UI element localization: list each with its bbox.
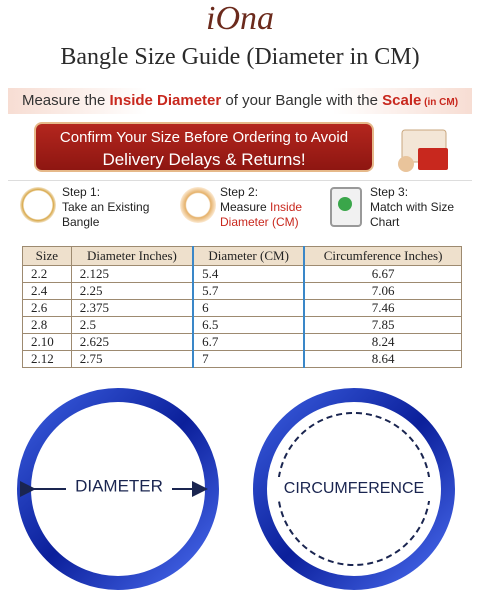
table-cell: 8.64 [303,350,463,368]
brand: iOna [206,0,274,37]
step-text: Take an Existing Bangle [62,200,150,229]
step-text: Match with Size Chart [370,200,455,229]
table-cell: 2.5 [70,316,194,334]
header-cell: Diameter Inches) [70,246,194,266]
table-cell: 6.67 [303,265,463,283]
header-cell: Diameter (CM) [192,246,306,266]
table-row: 2.4 2.25 5.7 7.06 [22,282,463,300]
step-text: Measure Inside Diameter (CM) [220,200,330,230]
label-bg [66,475,172,497]
step: Step 3: Match with Size Chart [370,185,470,230]
table-row: 2.12 2.75 7 8.64 [22,350,463,368]
table-cell: 2.625 [70,333,194,351]
banner-line: Confirm Your Size Before Ordering to Avo… [59,129,349,146]
table-cell: 2.75 [70,350,194,368]
header-row: Size Diameter Inches) Diameter (CM) Circumf… [22,246,463,266]
steps: Step 1: Take an Existing Bangle Step 2: Me… [8,180,472,239]
table-cell: 6.5 [192,316,306,334]
checklist-icon [330,187,362,227]
bangle-ring [253,388,455,590]
label-bg [272,477,436,501]
table-row: 2.6 2.375 6 7.46 [22,299,463,317]
table-cell: 6 [192,299,306,317]
banner: Confirm Your Size Before Ordering to Avo… [34,122,374,172]
table-cell: 7.85 [303,316,463,334]
highlight: Scale [382,92,422,109]
unit: (in CM) [421,97,459,108]
diagrams: DIAMETER CIRCUMFERENCE [17,388,455,590]
table-cell: 2.375 [70,299,194,317]
bangle-icon [20,187,56,223]
table-cell: 2.12 [22,350,72,368]
table-cell: 8.24 [303,333,463,351]
banner-line: Delivery Delays & Returns! [102,150,306,169]
order-icon [398,129,448,172]
circumference-label: CIRCUMFERENCE [284,480,424,497]
table-row: 2.8 2.5 6.5 7.85 [22,316,463,334]
highlight: Inside Diameter (CM) [220,200,303,229]
table-cell: 5.7 [192,282,306,300]
text: of your Bangle with the [221,92,383,109]
table-cell: 6.7 [192,333,306,351]
measure-icon [180,187,216,223]
highlight: Inside Diameter [109,92,222,109]
measure-line: Measure the Inside Diameter of your Bang… [8,88,472,114]
size-table: Size Diameter Inches) Diameter (CM) Circumf… [22,246,463,368]
diameter-label: DIAMETER [75,476,163,495]
table-cell: 2.2 [22,265,72,283]
table-body: 2.2 2.125 5.4 6.67 2.4 2.25 5.7 7.06 2.6 2.375 6 7.… [22,265,463,368]
table-row: 2.10 2.625 6.7 8.24 [22,333,463,351]
header-cell: Circumference Inches) [303,246,463,266]
step: Step 2: Measure Inside Diameter (CM) [220,185,330,230]
header-cell: Size [22,246,72,266]
table-cell: 7.46 [303,299,463,317]
table-cell: 2.6 [22,299,72,317]
table-cell: 2.25 [70,282,194,300]
step-label: Step 3: [370,185,409,199]
step: Step 1: Take an Existing Bangle [62,185,162,230]
table-cell: 7 [192,350,306,368]
table-cell: 5.4 [192,265,306,283]
table-cell: 2.10 [22,333,72,351]
table-row: 2.2 2.125 5.4 6.67 [22,265,463,283]
text: Measure the [21,92,110,109]
title: Bangle Size Guide (Diameter in CM) [60,44,420,70]
table-cell: 2.4 [22,282,72,300]
table-cell: 2.8 [22,316,72,334]
table-cell: 7.06 [303,282,463,300]
step-label: Step 2: [220,185,259,199]
table-cell: 2.125 [70,265,194,283]
step-label: Step 1: [62,185,101,199]
text: Measure [220,200,271,214]
